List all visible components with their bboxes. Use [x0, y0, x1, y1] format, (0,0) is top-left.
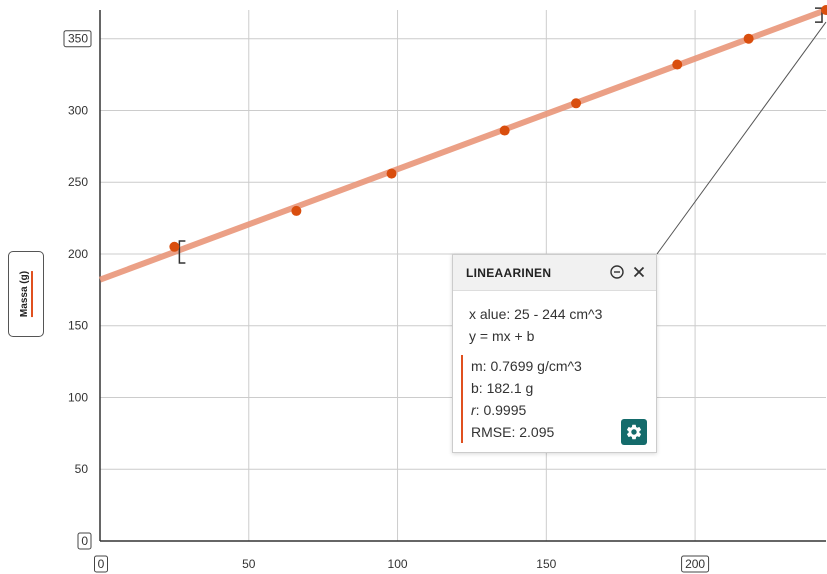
- intercept-text: b: 182.1 g: [471, 380, 534, 396]
- range-text: x alue: 25 - 244 cm^3: [469, 306, 603, 322]
- x-tick-label: 100: [388, 557, 408, 571]
- range-end-bracket: [815, 7, 823, 23]
- panel-connector-line: [656, 21, 827, 255]
- x-tick-label: 50: [242, 557, 256, 571]
- gear-icon: [626, 424, 642, 440]
- y-axis-label-button[interactable]: Massa (g): [8, 251, 44, 337]
- y-axis-bound-box: [63, 30, 92, 48]
- data-point: [499, 125, 510, 136]
- y-axis-series-swatch: [31, 270, 33, 318]
- y-tick-label: 150: [68, 319, 88, 333]
- data-point: [169, 241, 180, 252]
- y-tick-label: 350: [68, 32, 88, 46]
- data-point: [291, 205, 302, 216]
- y-tick-label: 300: [68, 103, 88, 117]
- y-tick-label: 0: [81, 534, 88, 548]
- panel-header: LINEAARINEN: [453, 255, 656, 291]
- y-tick-label: 100: [68, 390, 88, 404]
- y-tick-label: 250: [68, 175, 88, 189]
- range-start-bracket: [178, 240, 186, 264]
- correlation-label: r: [471, 402, 476, 418]
- panel-body: x alue: 25 - 244 cm^3 y = mx + b m: 0.76…: [453, 291, 656, 443]
- x-axis-bound-box: [681, 555, 710, 573]
- data-point: [743, 33, 754, 44]
- regression-panel: LINEAARINEN x alue: 25 - 244 cm^3 y = mx…: [452, 254, 657, 453]
- y-tick-label: 200: [68, 247, 88, 261]
- minimize-button[interactable]: [608, 263, 626, 281]
- panel-title: LINEAARINEN: [466, 266, 552, 280]
- x-tick-label: 200: [685, 557, 705, 571]
- rmse-text: RMSE: 2.095: [471, 424, 555, 440]
- close-icon: [633, 266, 645, 278]
- x-axis-bound-box: [94, 555, 108, 573]
- settings-button[interactable]: [621, 419, 647, 445]
- x-tick-label: 150: [536, 557, 556, 571]
- y-axis-label-inner: Massa (g): [19, 270, 33, 318]
- equation-text: y = mx + b: [469, 328, 535, 344]
- y-axis-bound-box: [77, 532, 92, 550]
- correlation-line: r: 0.9995: [471, 399, 656, 421]
- data-point: [672, 59, 683, 70]
- minus-circle-icon: [610, 265, 624, 279]
- y-tick-label: 50: [75, 462, 89, 476]
- slope-text: m: 0.7699 g/cm^3: [471, 358, 582, 374]
- regression-line: [98, 7, 827, 283]
- y-axis-label: Massa (g): [19, 270, 30, 318]
- correlation-value: : 0.9995: [475, 402, 527, 418]
- x-tick-label: 0: [98, 557, 105, 571]
- data-point: [571, 98, 582, 109]
- data-point: [821, 5, 827, 15]
- data-point: [386, 168, 397, 179]
- fit-parameters: m: 0.7699 g/cm^3 b: 182.1 g r: 0.9995 RM…: [461, 355, 656, 443]
- close-button[interactable]: [630, 263, 648, 281]
